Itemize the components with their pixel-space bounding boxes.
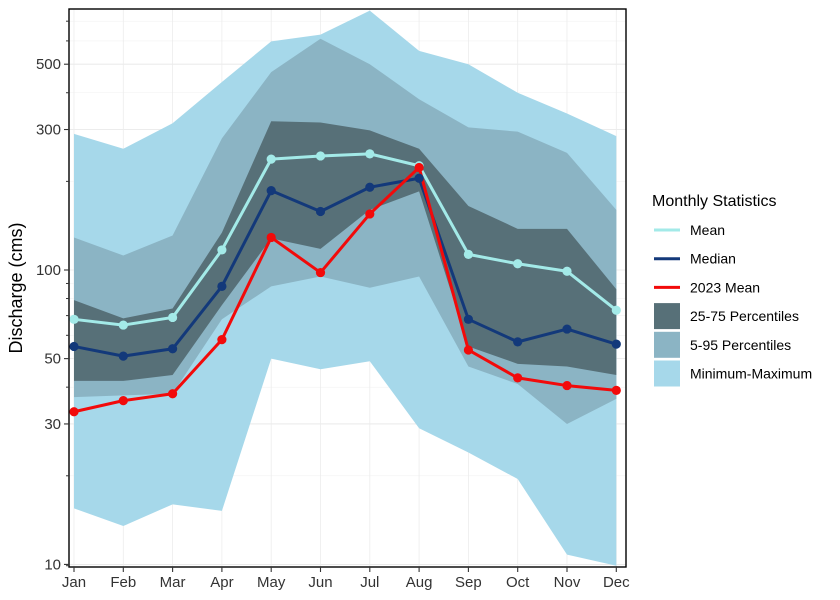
x-tick-label: Feb xyxy=(110,574,136,591)
point-mean xyxy=(217,245,227,255)
line-median xyxy=(73,176,617,358)
point-mean xyxy=(463,249,473,259)
point-mean xyxy=(118,320,128,330)
legend-label-minimum-maximum: Minimum-Maximum xyxy=(690,366,812,382)
legend-label-median: Median xyxy=(690,251,736,267)
x-tick-label: Oct xyxy=(506,574,530,591)
y-tick-label: 30 xyxy=(44,416,61,433)
x-tick-label: Jul xyxy=(360,574,379,591)
x-tick-label: Jun xyxy=(308,574,332,591)
point-median xyxy=(463,314,473,324)
point-2023-mean xyxy=(118,396,128,406)
point-2023-mean xyxy=(365,209,375,219)
legend-key-minimum-maximum xyxy=(654,360,680,387)
y-tick-label: 10 xyxy=(44,556,61,573)
point-mean xyxy=(168,312,178,323)
point-median xyxy=(513,337,523,347)
point-median xyxy=(217,281,227,291)
point-mean xyxy=(315,151,326,161)
point-median xyxy=(611,339,621,349)
point-median xyxy=(414,173,424,183)
point-2023-mean xyxy=(315,267,326,278)
point-median xyxy=(69,341,79,352)
x-tick-label: Sep xyxy=(455,574,482,591)
point-2023-mean xyxy=(414,162,424,173)
band-25-75-percentiles xyxy=(74,121,617,381)
point-2023-mean xyxy=(513,373,523,383)
point-2023-mean xyxy=(266,232,276,243)
legend-title: Monthly Statistics xyxy=(652,193,776,210)
y-tick-label: 500 xyxy=(36,56,61,73)
point-mean xyxy=(513,259,523,269)
line-mean xyxy=(73,152,618,327)
x-tick-label: Mar xyxy=(160,574,186,591)
point-median xyxy=(365,182,375,192)
legend-key-25-75-percentiles xyxy=(654,303,680,330)
point-2023-mean xyxy=(168,389,178,399)
x-tick-label: Nov xyxy=(554,574,581,591)
line-2023-mean xyxy=(73,165,617,414)
point-median xyxy=(315,206,326,217)
x-tick-label: May xyxy=(257,574,286,591)
y-axis-title: Discharge (cms) xyxy=(6,222,26,353)
y-tick-label: 100 xyxy=(36,262,61,279)
legend-label-5-95-percentiles: 5-95 Percentiles xyxy=(690,337,791,353)
point-mean xyxy=(365,149,375,159)
axes: 10 30 50 100 300 500 Jan Feb Mar Apr May Jun Jul Aug S… xyxy=(36,8,630,591)
point-median xyxy=(118,351,128,361)
point-2023-mean xyxy=(611,385,621,395)
legend: Monthly Statistics Mean Median 2023 Mean 25… xyxy=(652,193,812,387)
legend-key-5-95-percentiles xyxy=(654,331,680,358)
x-tick-label: Jan xyxy=(62,574,86,591)
point-2023-mean xyxy=(562,380,572,391)
legend-label-mean: Mean xyxy=(690,222,725,238)
point-mean xyxy=(69,314,79,324)
y-tick-label: 50 xyxy=(44,351,61,368)
point-2023-mean xyxy=(217,335,227,345)
x-tick-label: Aug xyxy=(406,574,433,591)
point-median xyxy=(562,324,572,334)
point-2023-mean xyxy=(463,345,473,355)
point-2023-mean xyxy=(69,407,79,417)
bands xyxy=(74,10,617,566)
point-mean xyxy=(266,154,276,164)
point-mean xyxy=(611,305,621,315)
point-median xyxy=(168,344,178,354)
plot-frame xyxy=(68,8,627,568)
point-median xyxy=(266,186,276,196)
y-tick-label: 300 xyxy=(36,122,61,139)
x-tick-label: Apr xyxy=(210,574,233,591)
series-points xyxy=(69,149,621,417)
point-mean xyxy=(562,266,572,276)
legend-label-25-75-percentiles: 25-75 Percentiles xyxy=(690,308,799,324)
legend-label-2023-mean: 2023 Mean xyxy=(690,279,760,295)
x-tick-label: Dec xyxy=(603,574,630,591)
series-lines xyxy=(73,152,618,414)
